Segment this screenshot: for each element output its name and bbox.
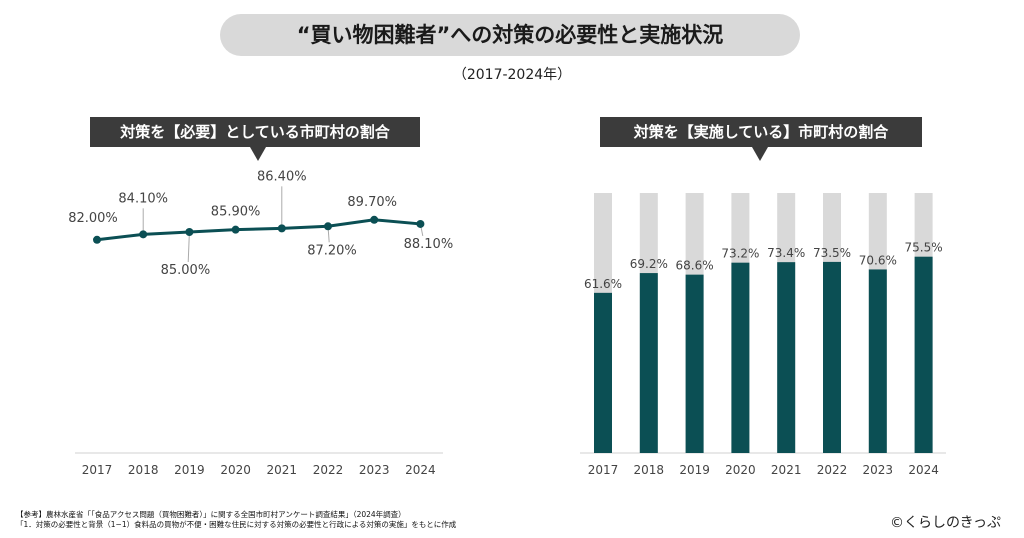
line-point <box>277 224 286 233</box>
bar-data-label: 69.2% <box>630 257 668 271</box>
bar-data-label: 73.4% <box>767 246 805 260</box>
line-x-tick: 2024 <box>405 463 436 477</box>
line-x-tick: 2017 <box>82 463 113 477</box>
line-data-label: 84.10% <box>118 191 168 206</box>
bar-x-tick: 2022 <box>817 463 848 477</box>
line-point <box>139 230 148 239</box>
bar <box>777 262 796 453</box>
bar <box>685 274 704 453</box>
bar-data-label: 68.6% <box>676 259 714 273</box>
line-data-label: 85.90% <box>211 205 261 220</box>
bar-data-label: 73.5% <box>813 246 851 260</box>
bar-data-label: 70.6% <box>859 253 897 267</box>
source-line-2: 「1．対策の必要性と背景（1−1）食料品の買物が不便・困難な住民に対する対策の必… <box>16 520 457 529</box>
logo: ©くらしのきっぷ <box>890 515 1002 531</box>
bar-chart-title: 対策を【実施している】市町村の割合 <box>600 117 922 161</box>
bar <box>594 292 612 453</box>
source-line-1: 【参考】農林水産省「「食品アクセス問題（買物困難者）」に関する全国市町村アンケー… <box>16 510 406 519</box>
page-title: “買い物困難者”への対策の必要性と実施状況 <box>220 14 800 56</box>
line-series <box>96 218 421 242</box>
line-data-label: 88.10% <box>404 237 454 252</box>
line-x-tick: 2023 <box>359 463 390 477</box>
line-x-tick: 2019 <box>174 463 205 477</box>
page-subtitle: （2017-2024年） <box>452 67 572 83</box>
bar-x-tick: 2020 <box>725 463 756 477</box>
line-x-tick: 2020 <box>220 463 251 477</box>
bar <box>823 261 841 453</box>
source-note: 【参考】農林水産省「「食品アクセス問題（買物困難者）」に関する全国市町村アンケー… <box>16 510 456 530</box>
line-chart-title: 対策を【必要】としている市町村の割合 <box>90 117 420 161</box>
line-x-tick: 2021 <box>267 463 298 477</box>
bar-x-tick: 2019 <box>679 463 710 477</box>
bar <box>868 269 887 453</box>
line-point <box>324 222 332 231</box>
line-data-label: 86.40% <box>257 169 307 184</box>
bar-data-label: 61.6% <box>584 277 622 291</box>
line-point <box>185 228 194 236</box>
line-data-label: 87.20% <box>307 243 357 258</box>
line-point <box>416 219 425 228</box>
line-data-label: 89.70% <box>347 195 397 210</box>
bar <box>914 256 933 453</box>
line-point <box>231 225 240 234</box>
line-x-tick: 2022 <box>313 463 344 477</box>
bar-x-tick: 2024 <box>908 463 939 477</box>
bar-data-label: 75.5% <box>905 241 943 255</box>
bar <box>731 262 750 453</box>
line-point <box>370 215 379 224</box>
line-data-label: 82.00% <box>68 211 118 226</box>
bar <box>639 273 658 453</box>
bar-x-tick: 2023 <box>863 463 894 477</box>
bar-x-tick: 2021 <box>771 463 802 477</box>
line-data-label: 85.00% <box>161 263 211 278</box>
line-x-tick: 2018 <box>128 463 159 477</box>
line-label-leader <box>187 231 190 263</box>
line-point <box>93 235 101 244</box>
bar-data-label: 73.2% <box>721 247 759 261</box>
bar-x-tick: 2017 <box>588 463 619 477</box>
bar-x-tick: 2018 <box>634 463 665 477</box>
